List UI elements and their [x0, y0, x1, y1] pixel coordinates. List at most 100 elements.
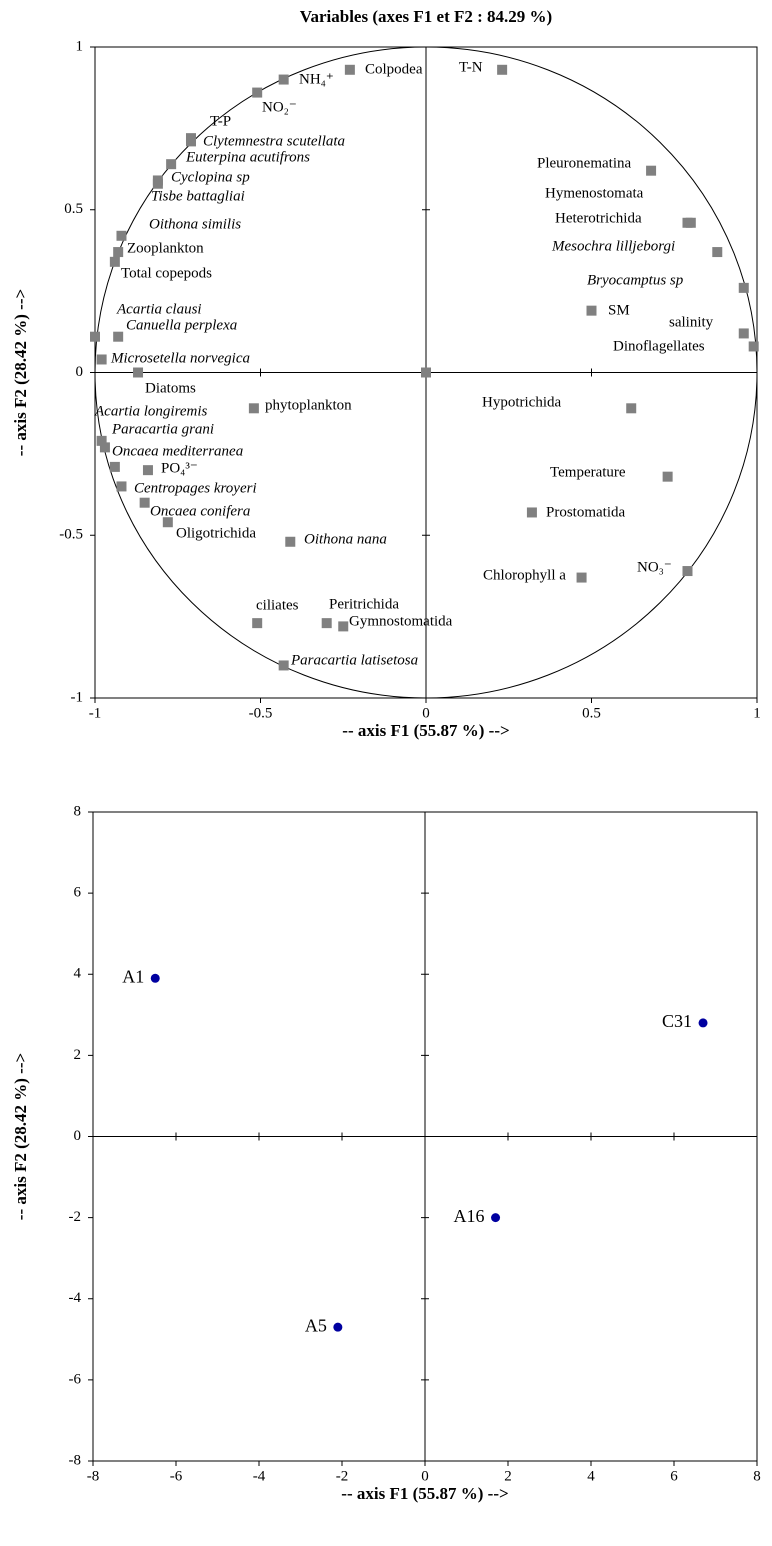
y-axis-title: -- axis F2 (28.42 %) --> [11, 289, 30, 456]
x-tick-label: 0 [422, 705, 430, 721]
y-tick-label: 0 [76, 364, 84, 380]
point-label: NH₄⁺ [299, 71, 334, 87]
point-label: Oncaea conifera [150, 503, 250, 519]
point-label: Temperature [550, 464, 626, 480]
point [344, 64, 355, 75]
point-label: Euterpina acutifrons [185, 149, 310, 165]
point-label: Oncaea mediterranea [112, 443, 243, 459]
y-tick-label: 8 [74, 803, 82, 819]
point [278, 74, 289, 85]
y-tick-label: 2 [74, 1047, 82, 1063]
point [96, 354, 107, 365]
y-tick-label: -0.5 [59, 527, 83, 543]
point-label: Canuella perplexa [126, 317, 237, 333]
point-label: Centropages kroyeri [134, 480, 257, 496]
point [133, 367, 144, 378]
chart-title: Variables (axes F1 et F2 : 84.29 %) [300, 7, 552, 26]
x-tick-label: 8 [753, 1468, 761, 1484]
y-tick-label: -2 [69, 1209, 82, 1225]
point-label: C31 [662, 1011, 692, 1031]
point-label: Acartia clausi [116, 301, 202, 317]
x-tick-label: 0 [421, 1468, 429, 1484]
point [285, 536, 296, 547]
y-tick-label: 1 [76, 38, 84, 54]
point-label: Acartia longiremis [94, 403, 208, 419]
point-label: T-N [459, 59, 483, 75]
point-label: SM [608, 302, 630, 318]
point [96, 435, 107, 446]
point-label: Heterotrichida [555, 210, 642, 226]
point [252, 618, 263, 629]
y-tick-label: 6 [74, 885, 82, 901]
point [682, 217, 693, 228]
point [526, 507, 537, 518]
point-label: Hymenostomata [545, 185, 644, 201]
point-label: A16 [454, 1206, 485, 1226]
point [152, 178, 163, 189]
point [646, 165, 657, 176]
point-label: Oithona nana [304, 531, 387, 547]
point [738, 282, 749, 293]
point [116, 481, 127, 492]
point [576, 572, 587, 583]
point [497, 64, 508, 75]
y-tick-label: -1 [71, 689, 84, 705]
point [586, 305, 597, 316]
x-tick-label: -2 [336, 1468, 349, 1484]
point-label: Oithona similis [149, 216, 241, 232]
y-axis-title: -- axis F2 (28.42 %) --> [11, 1053, 30, 1220]
point-label: Peritrichida [329, 596, 399, 612]
point-label: Bryocamptus sp [587, 272, 684, 288]
point-label: ciliates [256, 597, 299, 613]
x-tick-label: -8 [87, 1468, 100, 1484]
point-label: Hypotrichida [482, 394, 561, 410]
point-label: A5 [305, 1315, 327, 1335]
x-tick-label: -6 [170, 1468, 183, 1484]
x-tick-label: 6 [670, 1468, 678, 1484]
point-label: Tisbe battagliai [151, 188, 245, 204]
y-tick-label: 0.5 [64, 201, 83, 217]
x-tick-label: -1 [89, 705, 102, 721]
point-label: Paracartia latisetosa [290, 652, 418, 668]
point [142, 465, 153, 476]
point [626, 403, 637, 414]
point-label: Colpodea [365, 61, 423, 77]
point [113, 331, 124, 342]
point-label: Gymnostomatida [349, 613, 453, 629]
point [333, 1322, 343, 1332]
point-label: Total copepods [121, 265, 212, 281]
point [738, 328, 749, 339]
point [278, 660, 289, 671]
point-label: phytoplankton [265, 397, 352, 413]
point [150, 973, 160, 983]
point [682, 566, 693, 577]
point [116, 230, 127, 241]
point-label: Oligotrichida [176, 525, 256, 541]
x-axis-title: -- axis F1 (55.87 %) --> [342, 721, 509, 740]
point-label: PO₄³⁻ [161, 460, 198, 476]
point-label: A1 [122, 966, 144, 986]
point [185, 136, 196, 147]
x-tick-label: -0.5 [249, 705, 273, 721]
point [698, 1018, 708, 1028]
point-label: Zooplankton [127, 240, 204, 256]
x-tick-label: -4 [253, 1468, 266, 1484]
point [421, 367, 431, 378]
point-label: Mesochra lilljeborgi [551, 238, 675, 254]
y-tick-label: 4 [74, 966, 82, 982]
point [712, 247, 723, 258]
x-tick-label: 0.5 [582, 705, 601, 721]
x-axis-title: -- axis F1 (55.87 %) --> [341, 1484, 508, 1503]
y-tick-label: -8 [69, 1452, 82, 1468]
point [662, 471, 673, 482]
point [491, 1213, 501, 1223]
point-label: Pleuronematina [537, 155, 631, 171]
point-label: Prostomatida [546, 504, 626, 520]
point-label: Paracartia grani [111, 421, 214, 437]
point-label: Chlorophyll a [483, 567, 566, 583]
point [90, 331, 100, 342]
y-tick-label: 0 [74, 1128, 82, 1144]
point [109, 256, 120, 267]
point [109, 461, 120, 472]
